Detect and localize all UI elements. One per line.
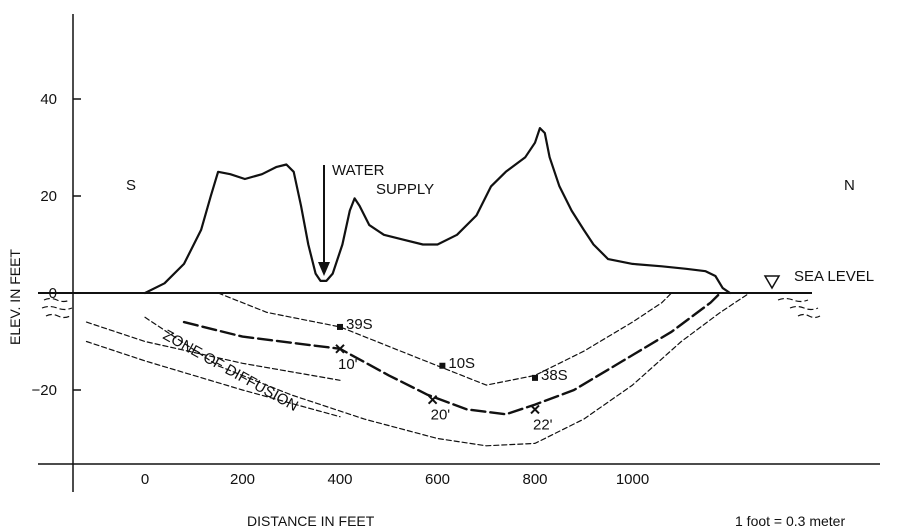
south-label: S xyxy=(126,177,136,194)
well-marker xyxy=(439,362,446,369)
x-tick-label: 800 xyxy=(522,471,547,488)
well-marker xyxy=(337,323,343,330)
water-level-marker xyxy=(530,404,540,415)
zone-text-guide-line xyxy=(85,321,341,381)
well-markers: 39S 10S 38S 10' 20' 22' xyxy=(335,316,568,433)
y-tick-label: 40 xyxy=(40,91,57,108)
zone-of-diffusion-label: ZONE OF DIFFUSION xyxy=(160,327,301,415)
well-label: 10S xyxy=(448,355,475,372)
sea-ripples xyxy=(41,297,821,319)
zone-text-guide-line xyxy=(85,340,341,418)
x-tick-label: 200 xyxy=(230,471,255,488)
sea-ripple xyxy=(43,297,71,303)
zone-lower-line xyxy=(144,292,751,447)
y-tick-label: 0 xyxy=(49,285,57,302)
water-supply-arrowhead xyxy=(318,262,330,276)
water-level-marker xyxy=(335,344,345,354)
y-tick-label: 20 xyxy=(40,188,57,205)
x-ticks: 0 200 400 600 800 1000 xyxy=(141,471,649,488)
x-tick-label: 600 xyxy=(425,471,450,488)
water-supply-label-line1: WATER xyxy=(332,162,385,179)
x-axis-title: DISTANCE IN FEET xyxy=(247,513,375,529)
sea-level-label: SEA LEVEL xyxy=(794,268,874,285)
ground-surface-line xyxy=(143,127,732,295)
water-level-label: 22' xyxy=(533,416,553,433)
well-marker xyxy=(532,374,538,381)
sea-ripple xyxy=(789,305,819,311)
sea-level-triangle-icon xyxy=(763,275,781,290)
well-label: 39S xyxy=(346,316,373,333)
x-tick-label: 0 xyxy=(141,471,149,488)
profile-lines xyxy=(85,127,751,447)
sea-ripple xyxy=(41,305,73,311)
y-axis-title: ELEV. IN FEET xyxy=(7,249,23,345)
sea-ripple xyxy=(45,313,71,319)
x-tick-label: 1000 xyxy=(616,471,649,488)
water-supply-label-line2: SUPPLY xyxy=(376,181,434,198)
well-label: 38S xyxy=(541,367,568,384)
x-tick-label: 400 xyxy=(327,471,352,488)
unit-conversion-note: 1 foot = 0.3 meter xyxy=(735,513,845,529)
north-label: N xyxy=(844,177,855,194)
sea-ripple xyxy=(797,313,821,319)
y-ticks: 40 20 0 −20 xyxy=(32,91,81,399)
sea-ripple xyxy=(777,297,809,303)
water-level-label: 10' xyxy=(338,356,358,373)
y-tick-label: −20 xyxy=(32,382,57,399)
water-level-marker xyxy=(427,394,438,405)
zone-upper-line xyxy=(217,292,673,386)
water-level-label: 20' xyxy=(431,407,451,424)
